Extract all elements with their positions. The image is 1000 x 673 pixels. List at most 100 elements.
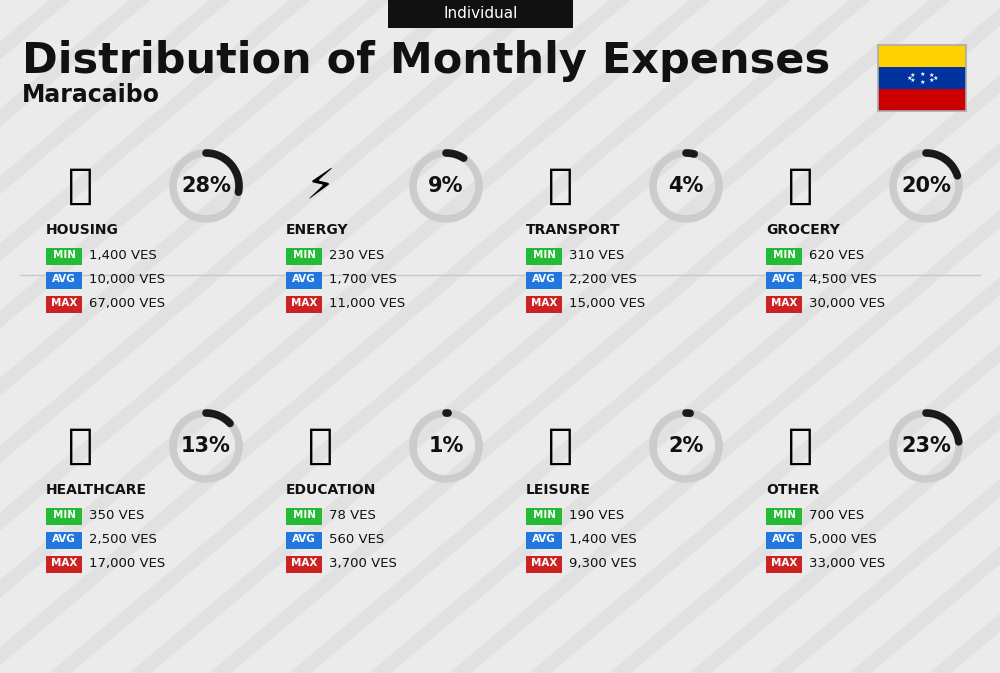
- FancyBboxPatch shape: [766, 248, 802, 264]
- Text: 9%: 9%: [428, 176, 464, 196]
- Text: 9,300 VES: 9,300 VES: [569, 557, 637, 570]
- FancyBboxPatch shape: [526, 532, 562, 548]
- Text: AVG: AVG: [532, 534, 556, 544]
- Text: 🏥: 🏥: [68, 425, 92, 467]
- Text: 67,000 VES: 67,000 VES: [89, 297, 165, 310]
- Text: 🚌: 🚌: [548, 165, 572, 207]
- Text: 4%: 4%: [668, 176, 704, 196]
- FancyBboxPatch shape: [766, 271, 802, 289]
- Text: 230 VES: 230 VES: [329, 249, 384, 262]
- Text: 33,000 VES: 33,000 VES: [809, 557, 885, 570]
- Text: HEALTHCARE: HEALTHCARE: [46, 483, 147, 497]
- Text: EDUCATION: EDUCATION: [286, 483, 376, 497]
- FancyBboxPatch shape: [878, 45, 966, 67]
- Text: 350 VES: 350 VES: [89, 509, 144, 522]
- Text: Distribution of Monthly Expenses: Distribution of Monthly Expenses: [22, 40, 830, 82]
- FancyBboxPatch shape: [286, 248, 322, 264]
- Text: 1%: 1%: [428, 436, 464, 456]
- FancyBboxPatch shape: [766, 532, 802, 548]
- Text: 700 VES: 700 VES: [809, 509, 864, 522]
- Text: 13%: 13%: [181, 436, 231, 456]
- Text: MIN: MIN: [52, 511, 76, 520]
- Text: MIN: MIN: [772, 250, 796, 260]
- Text: MAX: MAX: [531, 299, 557, 308]
- Text: 💰: 💰: [788, 425, 812, 467]
- Text: 🛒: 🛒: [788, 165, 812, 207]
- Text: LEISURE: LEISURE: [526, 483, 591, 497]
- Text: 🛍: 🛍: [548, 425, 572, 467]
- FancyBboxPatch shape: [526, 248, 562, 264]
- FancyBboxPatch shape: [388, 0, 573, 28]
- FancyBboxPatch shape: [766, 507, 802, 524]
- Text: 1,400 VES: 1,400 VES: [569, 533, 637, 546]
- FancyBboxPatch shape: [526, 507, 562, 524]
- Text: AVG: AVG: [52, 275, 76, 285]
- FancyBboxPatch shape: [46, 532, 82, 548]
- FancyBboxPatch shape: [878, 89, 966, 111]
- Text: MAX: MAX: [291, 559, 317, 569]
- Text: ★: ★: [919, 79, 925, 85]
- FancyBboxPatch shape: [46, 295, 82, 312]
- Text: 11,000 VES: 11,000 VES: [329, 297, 405, 310]
- Text: 310 VES: 310 VES: [569, 249, 624, 262]
- Text: MIN: MIN: [532, 511, 556, 520]
- Text: MAX: MAX: [51, 299, 77, 308]
- FancyBboxPatch shape: [46, 248, 82, 264]
- Text: AVG: AVG: [292, 534, 316, 544]
- FancyBboxPatch shape: [286, 295, 322, 312]
- FancyBboxPatch shape: [286, 507, 322, 524]
- Text: 10,000 VES: 10,000 VES: [89, 273, 165, 286]
- Text: 560 VES: 560 VES: [329, 533, 384, 546]
- FancyBboxPatch shape: [878, 67, 966, 89]
- Text: 17,000 VES: 17,000 VES: [89, 557, 165, 570]
- Text: Maracaibo: Maracaibo: [22, 83, 160, 107]
- Text: ★: ★: [910, 78, 916, 83]
- FancyBboxPatch shape: [286, 271, 322, 289]
- Text: 20%: 20%: [901, 176, 951, 196]
- Text: GROCERY: GROCERY: [766, 223, 840, 237]
- Text: MIN: MIN: [772, 511, 796, 520]
- Text: MAX: MAX: [771, 299, 797, 308]
- Text: 3,700 VES: 3,700 VES: [329, 557, 397, 570]
- Text: MAX: MAX: [291, 299, 317, 308]
- Text: AVG: AVG: [292, 275, 316, 285]
- FancyBboxPatch shape: [46, 507, 82, 524]
- FancyBboxPatch shape: [286, 532, 322, 548]
- Text: AVG: AVG: [52, 534, 76, 544]
- Text: MAX: MAX: [51, 559, 77, 569]
- Text: 5,000 VES: 5,000 VES: [809, 533, 877, 546]
- Text: Individual: Individual: [443, 7, 518, 22]
- Text: ⚡: ⚡: [305, 165, 335, 207]
- Text: 4,500 VES: 4,500 VES: [809, 273, 877, 286]
- Text: ★: ★: [910, 73, 916, 77]
- Text: 🏢: 🏢: [68, 165, 92, 207]
- Text: 190 VES: 190 VES: [569, 509, 624, 522]
- Text: OTHER: OTHER: [766, 483, 819, 497]
- Text: 2%: 2%: [668, 436, 704, 456]
- Text: ★: ★: [919, 71, 925, 77]
- Text: AVG: AVG: [532, 275, 556, 285]
- Text: AVG: AVG: [772, 534, 796, 544]
- Text: 28%: 28%: [181, 176, 231, 196]
- FancyBboxPatch shape: [46, 271, 82, 289]
- FancyBboxPatch shape: [526, 295, 562, 312]
- Text: MAX: MAX: [771, 559, 797, 569]
- Text: 1,400 VES: 1,400 VES: [89, 249, 157, 262]
- Text: ★: ★: [906, 75, 912, 81]
- Text: MAX: MAX: [531, 559, 557, 569]
- Text: 15,000 VES: 15,000 VES: [569, 297, 645, 310]
- Text: AVG: AVG: [772, 275, 796, 285]
- Text: MIN: MIN: [532, 250, 556, 260]
- Text: 23%: 23%: [901, 436, 951, 456]
- Text: 620 VES: 620 VES: [809, 249, 864, 262]
- Text: MIN: MIN: [292, 511, 316, 520]
- FancyBboxPatch shape: [526, 555, 562, 573]
- Text: 🎓: 🎓: [308, 425, 332, 467]
- Text: MIN: MIN: [52, 250, 76, 260]
- Text: TRANSPORT: TRANSPORT: [526, 223, 621, 237]
- Text: MIN: MIN: [292, 250, 316, 260]
- Text: 2,500 VES: 2,500 VES: [89, 533, 157, 546]
- FancyBboxPatch shape: [526, 271, 562, 289]
- FancyBboxPatch shape: [286, 555, 322, 573]
- Text: ★: ★: [932, 75, 938, 81]
